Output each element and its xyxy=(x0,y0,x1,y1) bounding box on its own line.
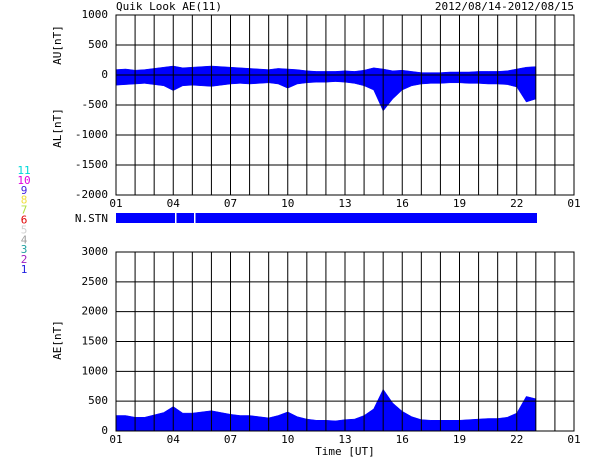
y-axis-label: AU[nT] xyxy=(51,25,64,65)
y-tick-label: 500 xyxy=(88,38,108,51)
x-tick-label: 07 xyxy=(224,197,237,210)
y-tick-label: 2000 xyxy=(82,305,109,318)
x-tick-label: 04 xyxy=(167,197,181,210)
x-tick-label: 01 xyxy=(567,433,580,446)
x-tick-label: 01 xyxy=(109,433,122,446)
y-tick-label: 1000 xyxy=(82,364,109,377)
y-tick-label: 2500 xyxy=(82,275,109,288)
nstn-bar xyxy=(116,213,537,223)
y-tick-label: 3000 xyxy=(82,245,109,258)
y-tick-label: 1500 xyxy=(82,335,109,348)
x-tick-label: 19 xyxy=(453,197,466,210)
x-tick-label: 19 xyxy=(453,433,466,446)
station-label: 4 xyxy=(21,233,28,246)
y-tick-label: 0 xyxy=(101,68,108,81)
nstn-gap xyxy=(175,213,177,223)
area xyxy=(115,65,537,76)
station-label: 6 xyxy=(21,214,28,227)
station-label: 8 xyxy=(21,194,28,207)
x-tick-label: 13 xyxy=(338,197,351,210)
x-tick-label: 22 xyxy=(510,433,523,446)
x-tick-label: 16 xyxy=(396,197,409,210)
chart-title: Quik Look AE(11) xyxy=(116,0,222,13)
x-tick-label: 13 xyxy=(338,433,351,446)
station-label: 2 xyxy=(21,253,28,266)
station-label: 10 xyxy=(17,174,30,187)
chart-subtitle: 2012/08/14-2012/08/15 xyxy=(435,0,574,13)
plot-frame xyxy=(115,251,575,432)
x-tick-label: 10 xyxy=(281,433,294,446)
area xyxy=(115,74,537,112)
y-tick-label: 1000 xyxy=(82,8,109,21)
y-axis-label: AL[nT] xyxy=(51,108,64,148)
area xyxy=(115,388,537,432)
x-tick-label: 04 xyxy=(167,433,181,446)
nstn-label: N.STN xyxy=(75,212,108,225)
station-label: 5 xyxy=(21,223,28,236)
x-tick-label: 22 xyxy=(510,197,523,210)
x-tick-label: 01 xyxy=(567,197,580,210)
y-axis-label: AE[nT] xyxy=(51,320,64,360)
plot-frame xyxy=(115,14,575,196)
station-label: 1 xyxy=(21,263,28,276)
nstn-gap xyxy=(194,213,196,223)
station-label: 3 xyxy=(21,243,28,256)
y-tick-label: -1500 xyxy=(75,158,108,171)
y-tick-label: -1000 xyxy=(75,128,108,141)
y-tick-label: -500 xyxy=(82,98,109,111)
y-tick-label: 500 xyxy=(88,394,108,407)
x-tick-label: 07 xyxy=(224,433,237,446)
station-label: 7 xyxy=(21,204,28,217)
station-label: 9 xyxy=(21,184,28,197)
station-label: 11 xyxy=(17,164,30,177)
x-axis-label: Time [UT] xyxy=(315,445,375,458)
x-tick-label: 16 xyxy=(396,433,409,446)
y-tick-label: -2000 xyxy=(75,188,108,201)
x-tick-label: 01 xyxy=(109,197,122,210)
y-tick-label: 0 xyxy=(101,424,108,437)
x-tick-label: 10 xyxy=(281,197,294,210)
